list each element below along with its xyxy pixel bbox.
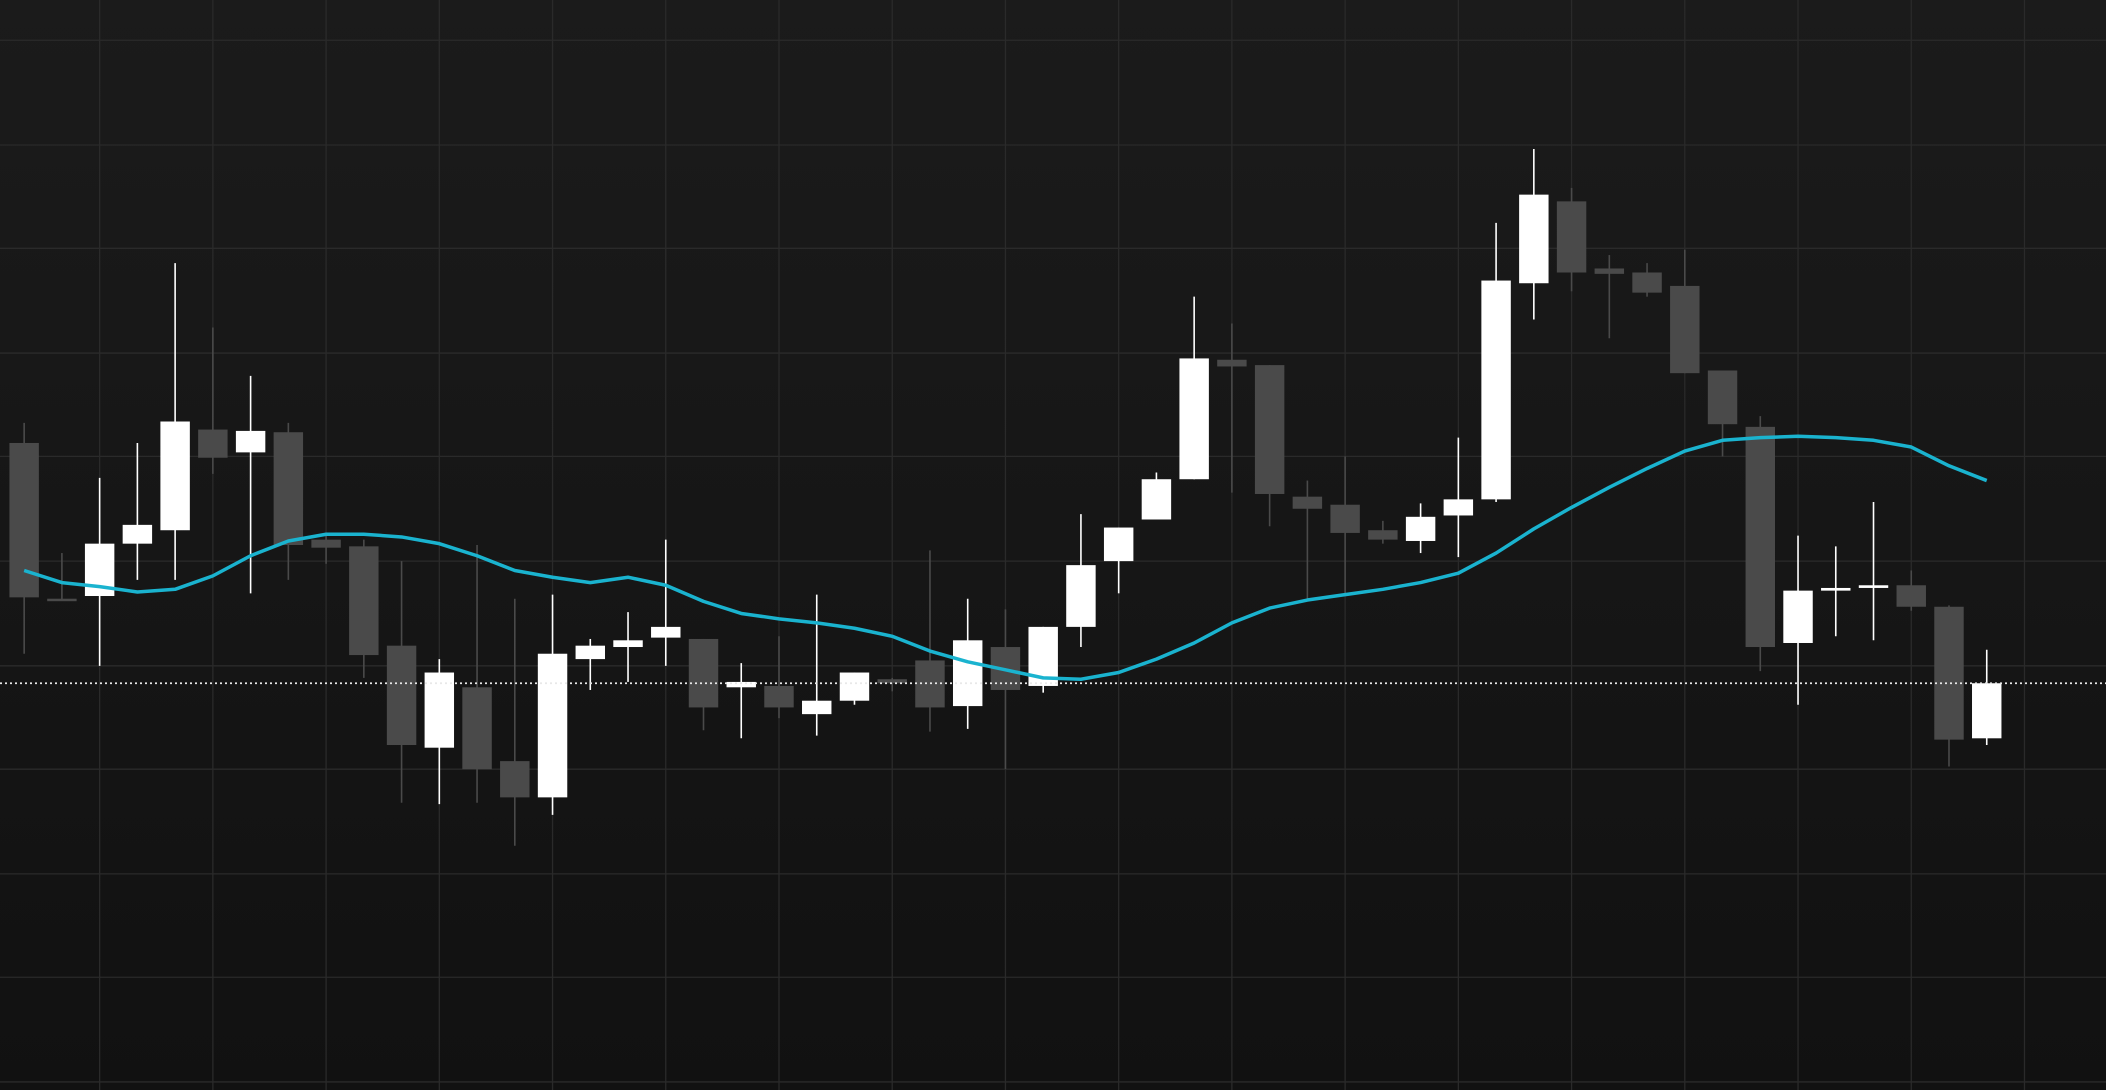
candle-body	[1066, 565, 1096, 627]
candle-body	[198, 429, 228, 458]
candle-body	[1556, 201, 1587, 273]
candle-body	[349, 546, 379, 656]
candle-body	[1443, 499, 1474, 516]
candle-body	[839, 672, 870, 701]
candle-body	[424, 672, 455, 748]
candle-body	[462, 687, 492, 770]
candle-body	[1896, 585, 1926, 607]
candle-body	[1670, 285, 1700, 374]
candle-body	[802, 700, 832, 715]
candle-body	[575, 645, 606, 660]
candle-body	[235, 430, 266, 453]
candle-body	[613, 640, 643, 648]
candle-body	[500, 761, 530, 798]
candle-body	[1707, 370, 1738, 425]
candle-body	[1179, 358, 1209, 480]
candle-body	[1141, 479, 1172, 520]
candle-body	[952, 640, 983, 707]
candle-body	[311, 539, 341, 548]
moving-average-line	[23, 434, 1988, 681]
candle-body	[386, 645, 417, 746]
candle-body	[273, 432, 304, 545]
candle-body	[537, 653, 568, 798]
candle-body	[122, 524, 153, 544]
candle-body	[1405, 516, 1436, 541]
candle-body	[1217, 359, 1247, 367]
candle-body	[1368, 530, 1398, 540]
candle-body	[1972, 683, 2002, 739]
candle-body	[1821, 587, 1851, 591]
candle-body	[764, 685, 794, 708]
candle-body	[160, 421, 190, 531]
candle-body	[1934, 606, 1964, 740]
candle-body	[1292, 496, 1323, 509]
candle-body	[1519, 194, 1549, 284]
candle-body	[1745, 426, 1776, 648]
candle-body	[1858, 585, 1889, 588]
candle-body	[688, 638, 719, 708]
candle-body	[726, 681, 756, 688]
candle-body	[1103, 527, 1134, 562]
candle-body	[47, 598, 77, 602]
candle-body	[1254, 365, 1285, 494]
candle-body	[1330, 504, 1360, 533]
candle-body	[1783, 590, 1813, 643]
candle-body	[651, 626, 681, 638]
candle-body	[1632, 272, 1662, 293]
candle-body	[877, 679, 907, 684]
candle-body	[1594, 268, 1625, 274]
candle-body	[1481, 280, 1511, 500]
